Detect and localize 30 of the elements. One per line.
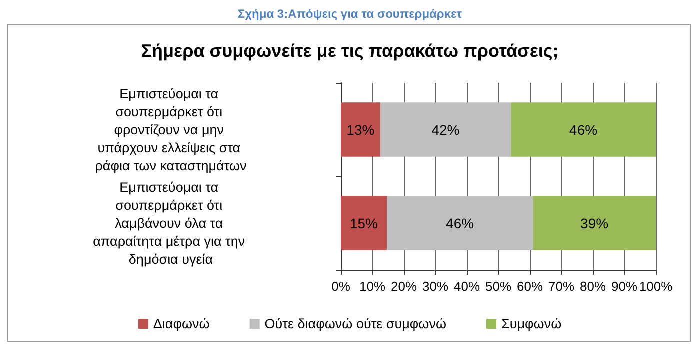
- data-label: 15%: [350, 215, 378, 232]
- data-label: 46%: [570, 122, 598, 138]
- bar: [380, 102, 512, 157]
- chart-title: Σχήμα 3:Απόψεις για τα σουπερμάρκετ: [238, 7, 463, 21]
- x-tick-label: 50%: [485, 279, 512, 294]
- x-tick-label: 90%: [611, 279, 638, 294]
- x-tick-label: 10%: [359, 279, 386, 294]
- x-tick-label: 80%: [580, 279, 606, 294]
- data-label: 42%: [432, 122, 460, 138]
- bar: [533, 196, 656, 250]
- legend-label: Συμφωνώ: [502, 316, 562, 332]
- x-tick-label: 30%: [422, 279, 449, 294]
- data-label: 13%: [346, 122, 375, 138]
- chart-subtitle: Σήμερα συμφωνείτε με τις παρακάτω προτάσεις;: [141, 41, 559, 61]
- y-tick-label: Εμπιστεύομαι τα σουπερμάρκετ ότι λαμβάνουν όλα τα απαραίτητα μέτρα για την δημόσια υγεία: [93, 180, 249, 267]
- x-tick-label: 0%: [332, 279, 351, 294]
- legend-label: Ούτε διαφωνώ ούτε συμφωνώ: [264, 316, 447, 332]
- bar: [511, 102, 656, 157]
- x-tick-label: 20%: [390, 279, 418, 294]
- data-label: 46%: [446, 215, 474, 232]
- bar: [386, 196, 534, 250]
- legend-label: Διαφωνώ: [153, 316, 210, 332]
- bar: [341, 196, 387, 250]
- x-tick-label: 100%: [639, 279, 674, 294]
- y-tick-label: Εμπιστεύομαι τα σουπερμάρκετ ότι φροντίζουν να μην υπάρχουν ελλείψεις στα ράφια των καταστημάτων: [95, 86, 247, 174]
- bar: [341, 102, 380, 157]
- x-tick-label: 40%: [454, 279, 480, 294]
- data-label: 39%: [580, 215, 609, 232]
- x-tick-label: 60%: [516, 279, 544, 294]
- x-tick-label: 70%: [548, 279, 575, 294]
